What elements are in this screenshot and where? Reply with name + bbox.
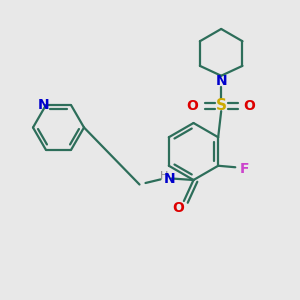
Text: H: H bbox=[160, 171, 168, 181]
Text: O: O bbox=[172, 201, 184, 215]
Text: N: N bbox=[164, 172, 175, 186]
Text: S: S bbox=[216, 98, 227, 113]
Text: O: O bbox=[244, 99, 256, 113]
Text: F: F bbox=[239, 162, 249, 176]
Text: N: N bbox=[38, 98, 49, 112]
Text: N: N bbox=[215, 74, 227, 88]
Text: O: O bbox=[187, 99, 199, 113]
